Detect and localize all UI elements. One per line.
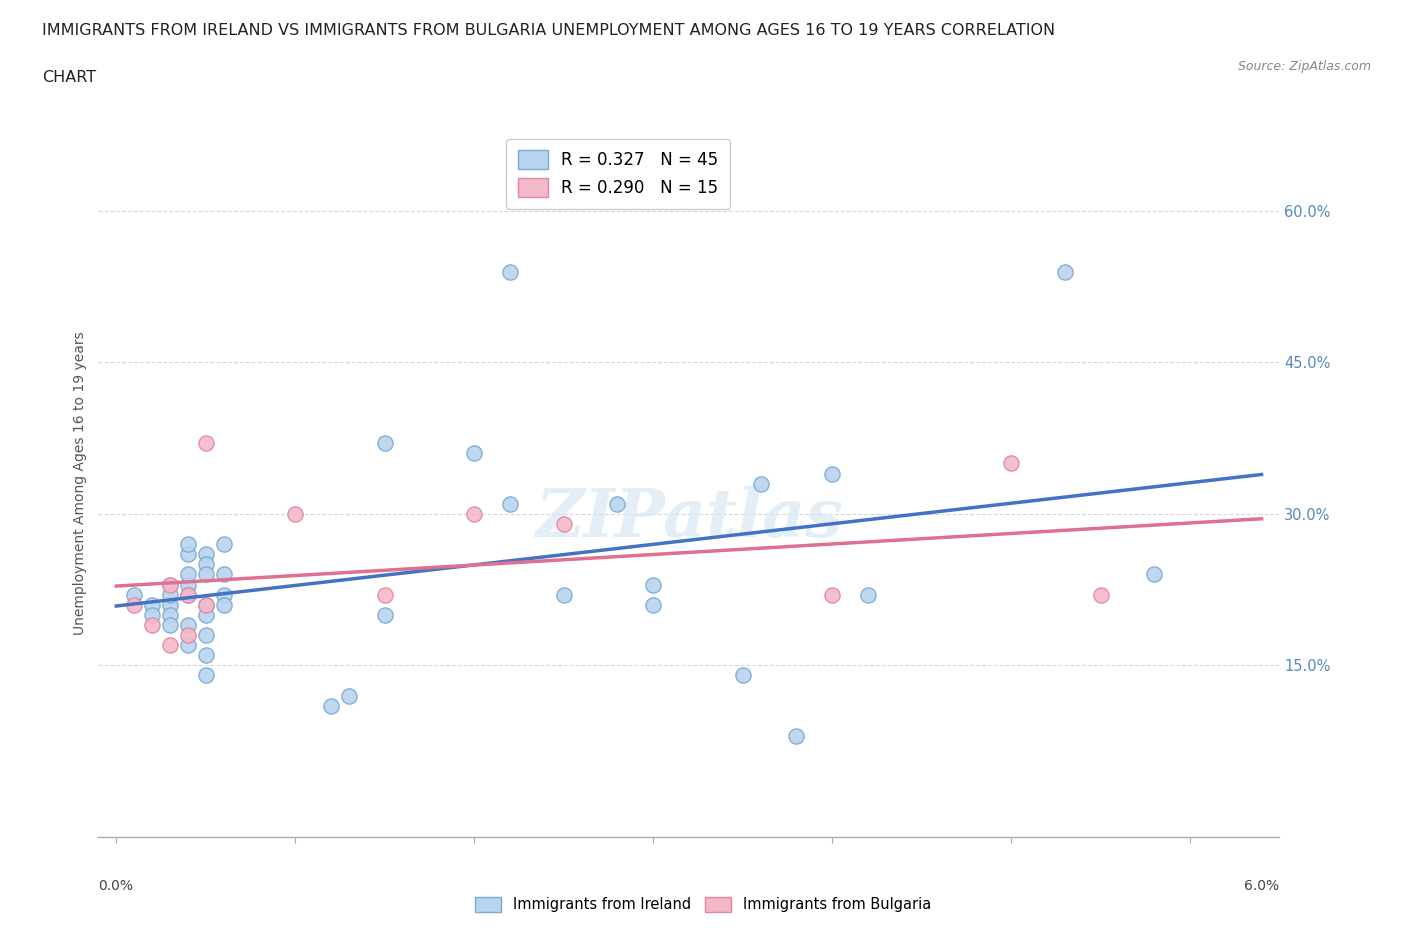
Point <box>159 618 181 632</box>
Point <box>643 578 665 592</box>
Point <box>177 578 200 592</box>
Point <box>553 516 575 531</box>
Point <box>374 436 396 451</box>
Point <box>284 507 307 522</box>
Point <box>643 597 665 612</box>
Point <box>177 628 200 643</box>
Point <box>212 537 235 551</box>
Point <box>177 567 200 582</box>
Point <box>1000 456 1022 471</box>
Point <box>141 607 163 622</box>
Point <box>374 587 396 602</box>
Text: 6.0%: 6.0% <box>1244 880 1279 894</box>
Point <box>1090 587 1112 602</box>
Point <box>194 597 217 612</box>
Point <box>177 618 200 632</box>
Point <box>856 587 879 602</box>
Legend: Immigrants from Ireland, Immigrants from Bulgaria: Immigrants from Ireland, Immigrants from… <box>468 891 938 918</box>
Point <box>122 597 145 612</box>
Point <box>177 587 200 602</box>
Point <box>212 597 235 612</box>
Point <box>159 578 181 592</box>
Point <box>463 507 485 522</box>
Point <box>159 587 181 602</box>
Point <box>159 578 181 592</box>
Point <box>194 547 217 562</box>
Point <box>122 587 145 602</box>
Point <box>159 638 181 653</box>
Point <box>1143 567 1166 582</box>
Text: 0.0%: 0.0% <box>98 880 134 894</box>
Point <box>141 597 163 612</box>
Point <box>337 688 360 703</box>
Point <box>1053 264 1076 279</box>
Point <box>194 557 217 572</box>
Point <box>821 587 844 602</box>
Text: ZIPatlas: ZIPatlas <box>536 486 842 551</box>
Point <box>194 668 217 683</box>
Point <box>731 668 754 683</box>
Text: Source: ZipAtlas.com: Source: ZipAtlas.com <box>1237 60 1371 73</box>
Point <box>194 648 217 663</box>
Point <box>194 567 217 582</box>
Point <box>194 628 217 643</box>
Point <box>499 264 522 279</box>
Point <box>159 597 181 612</box>
Point <box>606 497 628 512</box>
Point <box>141 618 163 632</box>
Y-axis label: Unemployment Among Ages 16 to 19 years: Unemployment Among Ages 16 to 19 years <box>73 332 87 635</box>
Point <box>319 698 342 713</box>
Point <box>194 597 217 612</box>
Point <box>159 607 181 622</box>
Point <box>194 607 217 622</box>
Point <box>177 638 200 653</box>
Point <box>177 537 200 551</box>
Point <box>821 466 844 481</box>
Point <box>212 587 235 602</box>
Point <box>374 607 396 622</box>
Text: CHART: CHART <box>42 70 96 85</box>
Point <box>177 547 200 562</box>
Point <box>177 587 200 602</box>
Point <box>194 436 217 451</box>
Point <box>463 445 485 460</box>
Point <box>749 476 772 491</box>
Point <box>785 728 807 743</box>
Point <box>212 567 235 582</box>
Text: IMMIGRANTS FROM IRELAND VS IMMIGRANTS FROM BULGARIA UNEMPLOYMENT AMONG AGES 16 T: IMMIGRANTS FROM IRELAND VS IMMIGRANTS FR… <box>42 23 1056 38</box>
Legend: R = 0.327   N = 45, R = 0.290   N = 15: R = 0.327 N = 45, R = 0.290 N = 15 <box>506 139 730 208</box>
Point <box>499 497 522 512</box>
Point <box>553 587 575 602</box>
